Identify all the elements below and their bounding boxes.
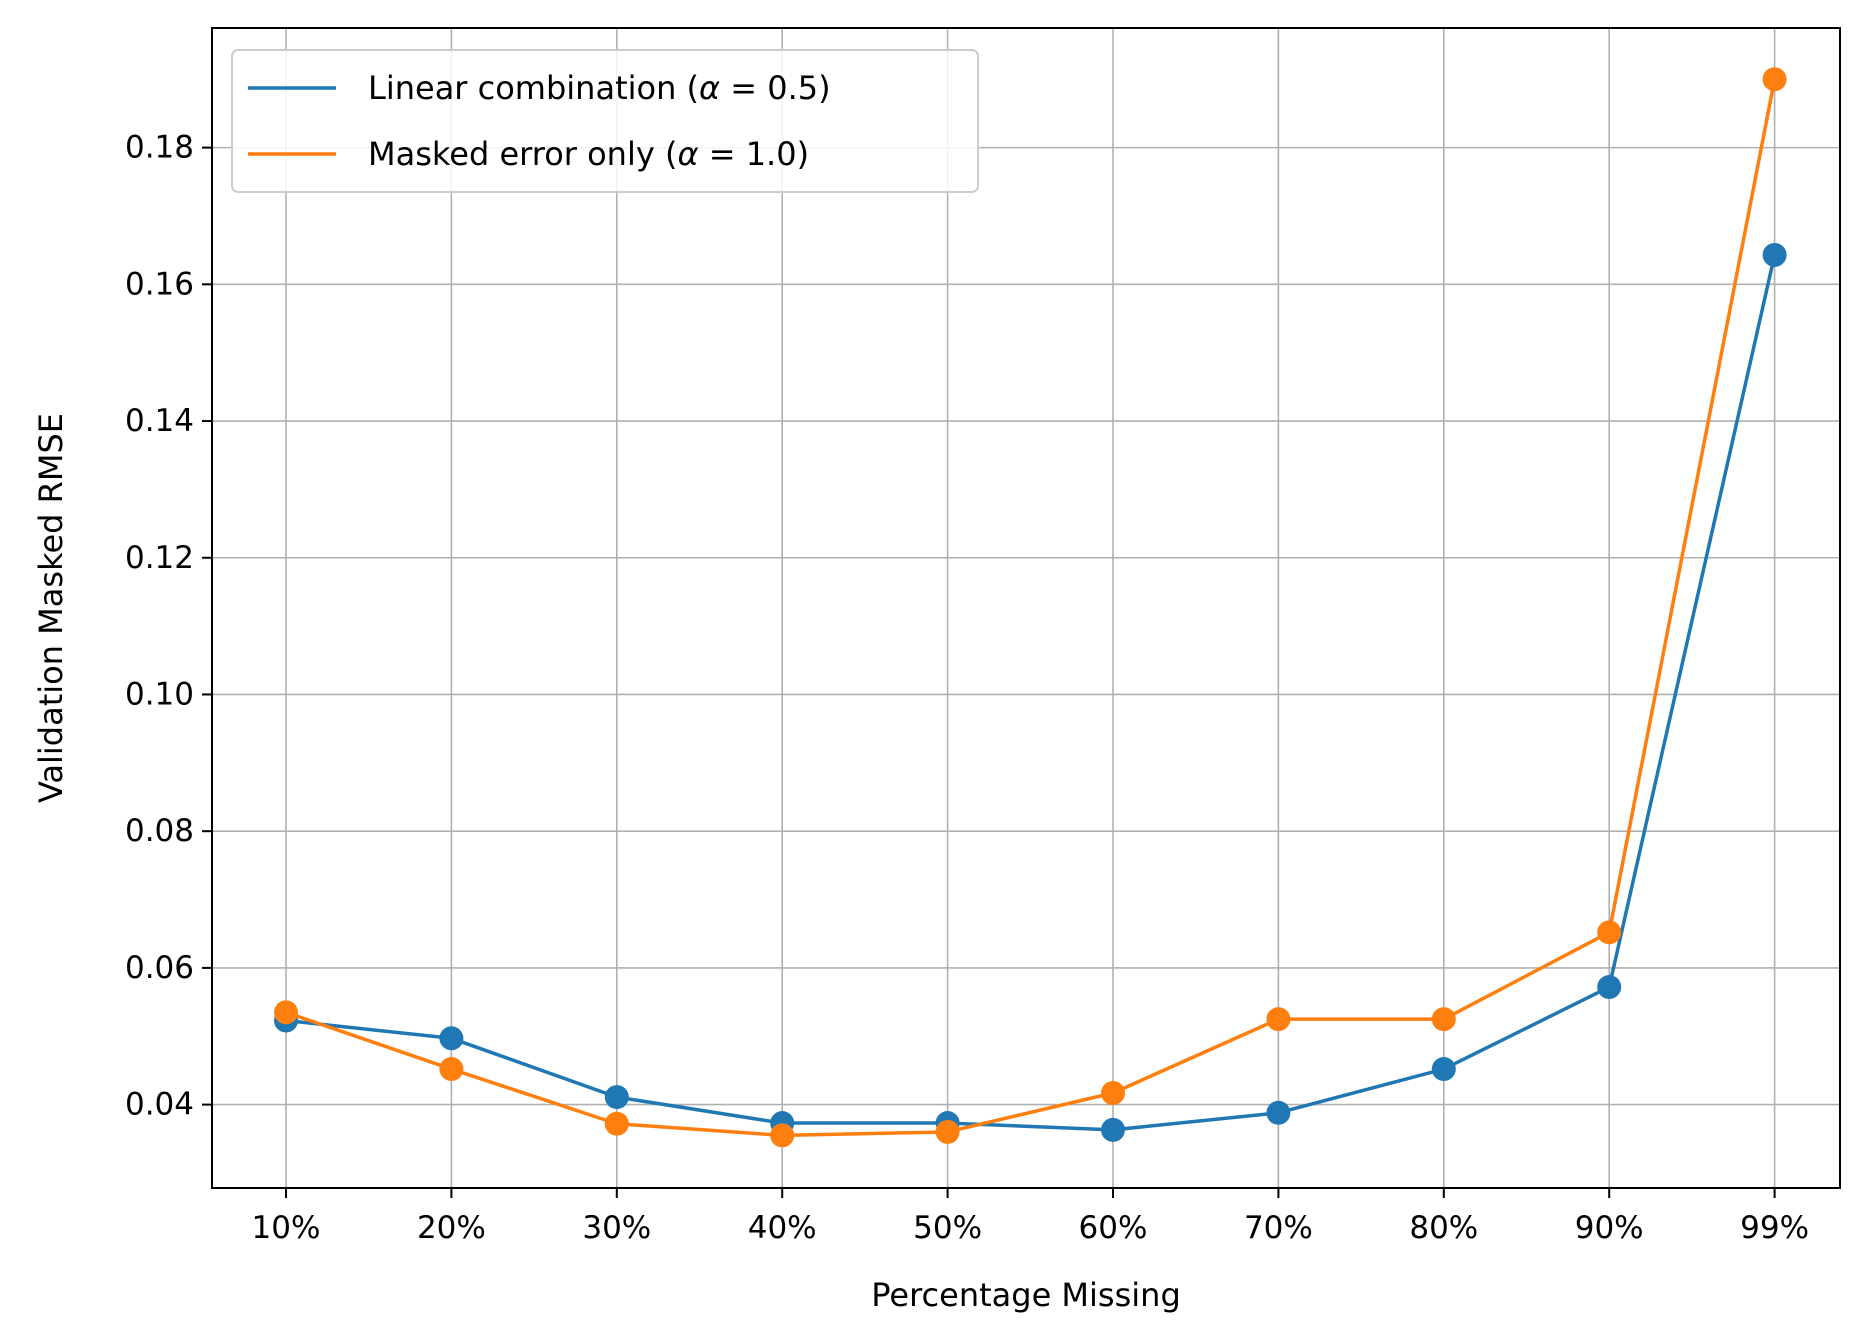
data-point-series-0 [439,1026,464,1051]
series-line-1 [285,78,1777,1138]
legend-label-linear-combination: Linear combination (α = 0.5) [368,69,831,107]
data-point-series-0 [1266,1100,1291,1125]
series-line-0 [285,254,1777,1132]
data-point-series-0 [1762,242,1787,267]
legend-prefix: Linear combination ( [368,69,699,107]
x-tick-label: 30% [582,1210,651,1246]
y-axis-label: Validation Masked RMSE [32,413,70,803]
y-tick-label: 0.04 [125,1087,194,1123]
data-point-series-1 [604,1111,629,1136]
legend-suffix: = 0.5) [720,69,831,107]
data-point-series-0 [1431,1057,1456,1082]
data-point-series-1 [1266,1007,1291,1032]
x-tick-label: 40% [748,1210,817,1246]
data-point-series-0 [1101,1117,1125,1142]
x-tick-label: 20% [417,1210,486,1246]
axis-ticks: 10% 20% 30% 40% 50% 60% 70% 80% 90% 99% 0.04 0.06 0.… [125,130,1809,1246]
x-tick-label: 90% [1575,1210,1644,1246]
y-tick-label: 0.06 [125,950,194,986]
y-tick-label: 0.10 [125,676,194,712]
data-point-series-1 [439,1057,464,1082]
data-point-series-0 [1597,975,1622,1000]
y-tick-label: 0.18 [125,130,194,166]
grid [212,28,1840,1188]
x-tick-label: 80% [1409,1210,1478,1246]
series-group [274,67,1787,1148]
y-tick-label: 0.14 [125,403,194,439]
data-point-series-1 [1597,920,1622,945]
x-axis-label: Percentage Missing [871,1276,1181,1314]
x-tick-label: 99% [1740,1210,1809,1246]
data-point-series-1 [770,1123,795,1148]
y-tick-label: 0.12 [125,540,194,576]
legend-box [231,49,979,193]
x-tick-label: 70% [1244,1210,1313,1246]
legend-alpha: α [677,135,698,173]
data-point-series-1 [1431,1007,1456,1032]
x-tick-label: 10% [252,1210,321,1246]
legend-suffix: = 1.0) [699,135,810,173]
legend-label-masked-error-only: Masked error only (α = 1.0) [368,135,809,173]
data-point-series-1 [274,1000,298,1025]
data-point-series-1 [1101,1080,1125,1105]
data-point-series-0 [604,1085,629,1110]
data-point-series-1 [935,1119,960,1144]
y-tick-label: 0.16 [125,266,194,302]
x-tick-label: 50% [913,1210,982,1246]
y-tick-label: 0.08 [125,813,194,849]
x-tick-label: 60% [1079,1210,1148,1246]
legend-alpha: α [699,69,720,107]
data-point-series-1 [1762,67,1787,92]
legend-prefix: Masked error only ( [368,135,677,173]
legend: Linear combination (α = 0.5) Masked erro… [231,49,979,193]
plot-frame [211,27,1841,1189]
